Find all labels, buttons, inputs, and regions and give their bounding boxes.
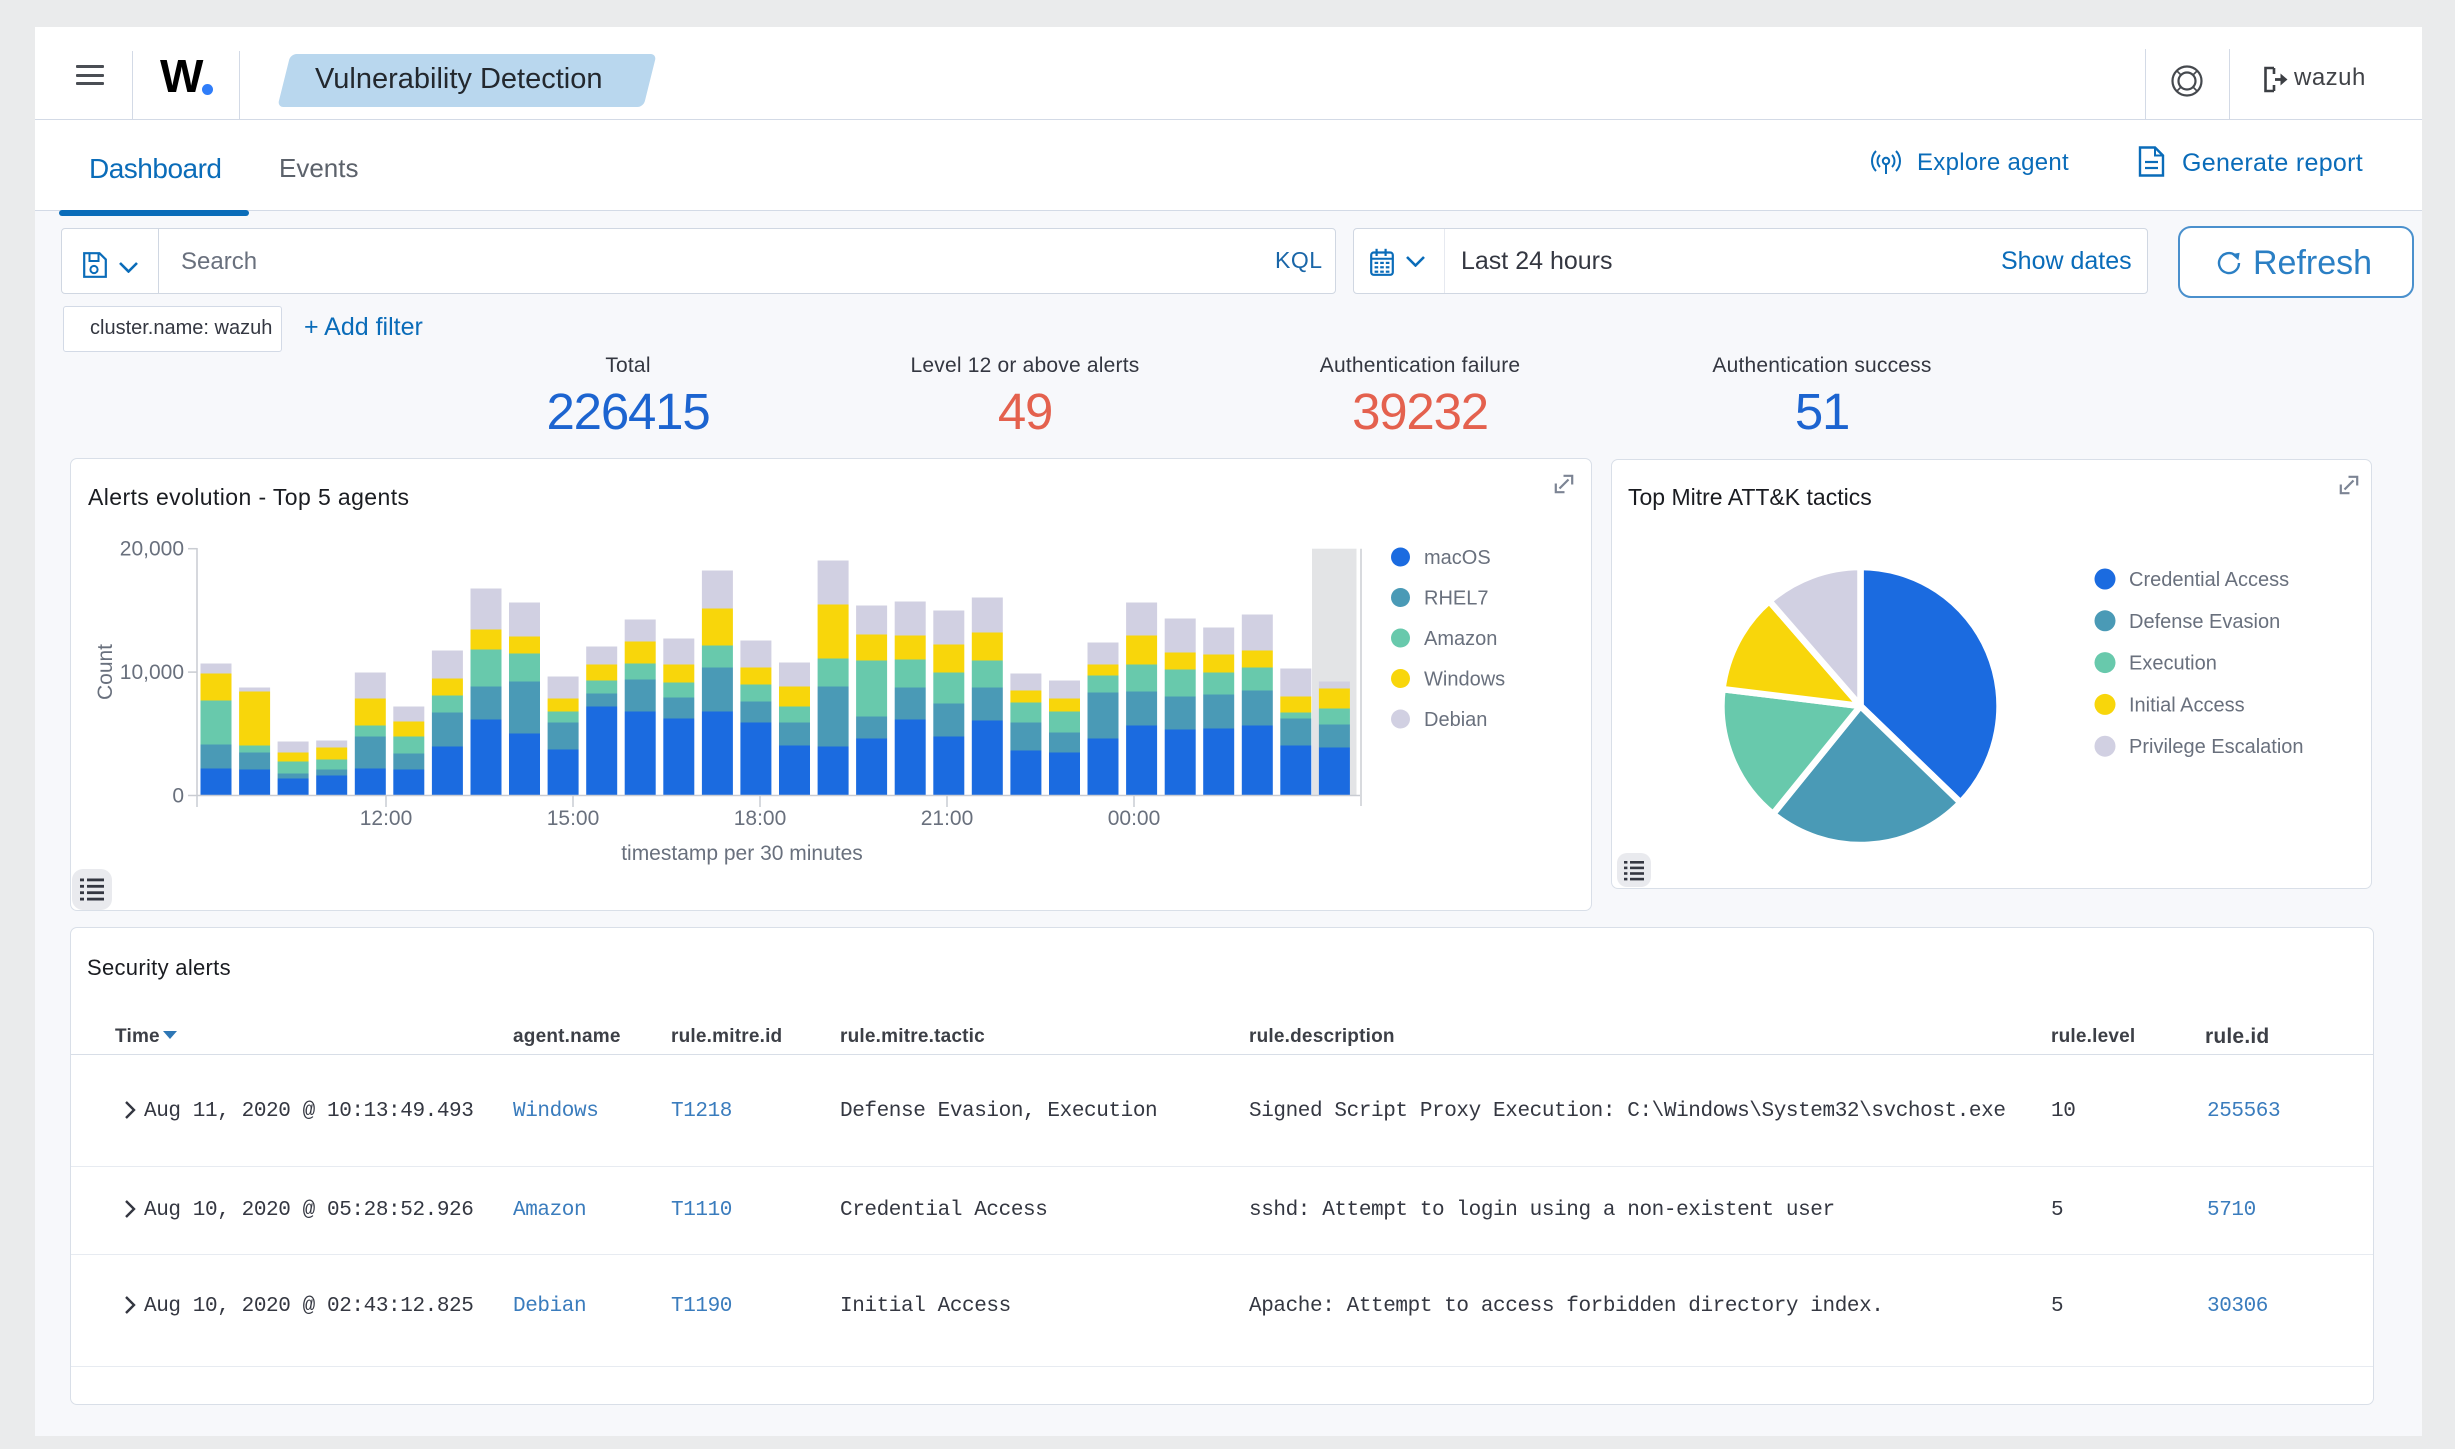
svg-text:21:00: 21:00	[921, 807, 974, 830]
svg-text:12:00: 12:00	[360, 807, 413, 830]
svg-text:Debian: Debian	[1424, 709, 1487, 731]
svg-text:Execution: Execution	[2129, 653, 2217, 675]
svg-text:Privilege Escalation: Privilege Escalation	[2129, 736, 2304, 758]
svg-text:Defense Evasion: Defense Evasion	[2129, 611, 2280, 633]
svg-text:Initial Access: Initial Access	[2129, 694, 2245, 716]
svg-text:RHEL7: RHEL7	[1424, 588, 1488, 610]
svg-text:00:00: 00:00	[1108, 807, 1161, 830]
svg-text:Windows: Windows	[1424, 669, 1505, 691]
svg-text:Credential Access: Credential Access	[2129, 569, 2289, 591]
svg-text:timestamp per 30 minutes: timestamp per 30 minutes	[621, 842, 863, 865]
svg-text:15:00: 15:00	[547, 807, 600, 830]
svg-text:Amazon: Amazon	[1424, 628, 1497, 650]
svg-text:18:00: 18:00	[734, 807, 787, 830]
svg-text:macOS: macOS	[1424, 547, 1491, 569]
svg-text:20,000: 20,000	[120, 538, 184, 561]
svg-text:10,000: 10,000	[120, 661, 184, 684]
svg-text:Count: Count	[94, 644, 117, 700]
svg-text:0: 0	[172, 785, 184, 808]
